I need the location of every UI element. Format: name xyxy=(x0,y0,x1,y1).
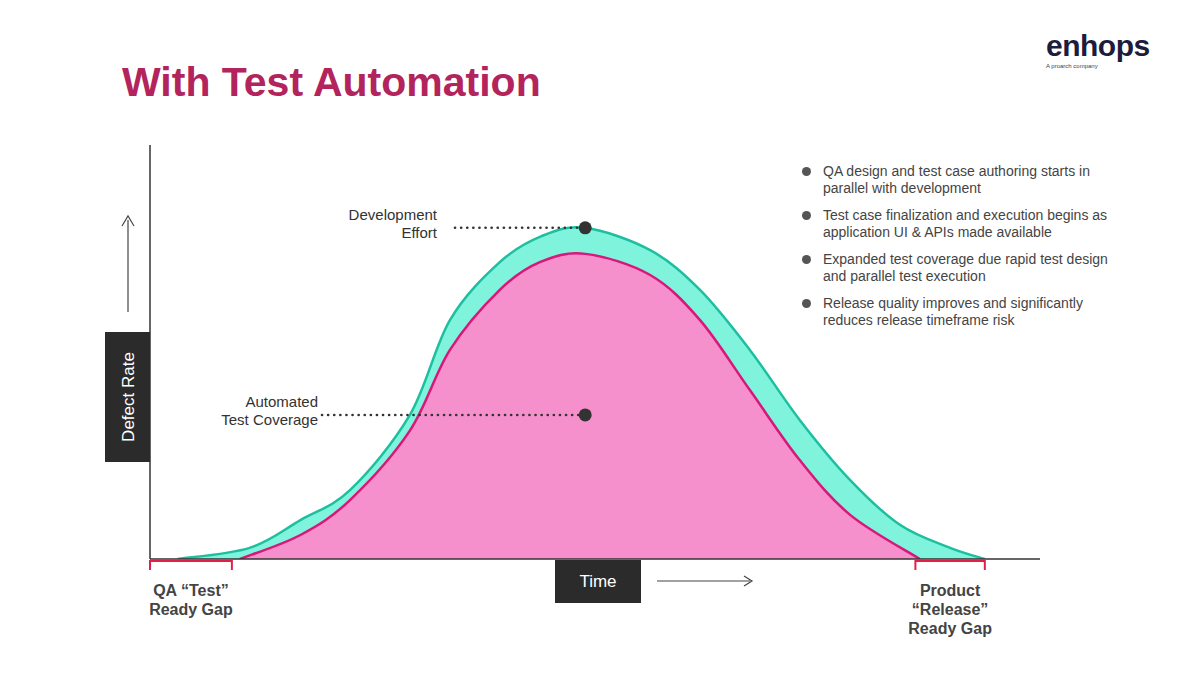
x-label-box xyxy=(555,560,641,603)
bullet-text: Release quality improves and significant… xyxy=(823,295,1083,328)
y-label-box xyxy=(105,332,150,462)
gap-bracket xyxy=(915,561,984,570)
bullet-item: QA design and test case authoring starts… xyxy=(800,163,1120,197)
series-line xyxy=(240,253,920,559)
annotation-text: Automated xyxy=(245,393,318,410)
bullet-item: Test case finalization and execution beg… xyxy=(800,207,1120,241)
bullet-list: QA design and test case authoring starts… xyxy=(800,163,1120,339)
x-axis xyxy=(150,558,1040,560)
tagline: A proarch company xyxy=(1046,62,1150,70)
annotation-text: Effort xyxy=(401,224,437,241)
logo: enhops xyxy=(1046,30,1150,62)
bullet-text: QA design and test case authoring starts… xyxy=(823,163,1090,196)
gap-label: Ready Gap xyxy=(149,601,233,618)
gap-bracket xyxy=(150,561,232,570)
annotation-dot xyxy=(579,221,592,234)
annotation-text: Test Coverage xyxy=(221,411,318,428)
x-arrow-head xyxy=(744,576,752,586)
annotation-leader xyxy=(322,414,581,417)
x-axis-label: Time xyxy=(579,572,616,591)
series-area xyxy=(240,253,920,559)
bullet-dot xyxy=(802,255,811,264)
chart-canvas: With Test Automation Defect Rate Time Devel… xyxy=(0,0,1200,679)
gap-label: “Release” xyxy=(912,601,989,618)
bullet-text: Test case finalization and execution beg… xyxy=(823,207,1107,240)
annotation-text: Development xyxy=(349,206,438,223)
gap-label: Product xyxy=(920,582,981,599)
gap-label: QA “Test” xyxy=(153,582,229,599)
y-axis-label: Defect Rate xyxy=(119,352,138,442)
gap-label: Ready Gap xyxy=(908,620,992,637)
annotation-leader xyxy=(455,227,581,230)
bullet-dot xyxy=(802,167,811,176)
annotation-dot xyxy=(579,408,592,421)
bullet-item: Release quality improves and significant… xyxy=(800,295,1120,329)
y-arrow-head xyxy=(122,216,134,226)
brand: enhopsA proarch company xyxy=(1046,30,1150,70)
x-arrow xyxy=(657,580,750,581)
bullet-dot xyxy=(802,211,811,220)
bullet-dot xyxy=(802,299,811,308)
bullet-item: Expanded test coverage due rapid test de… xyxy=(800,251,1120,285)
title: With Test Automation xyxy=(122,59,541,105)
bullet-text: Expanded test coverage due rapid test de… xyxy=(823,251,1108,284)
y-arrow xyxy=(127,220,128,312)
